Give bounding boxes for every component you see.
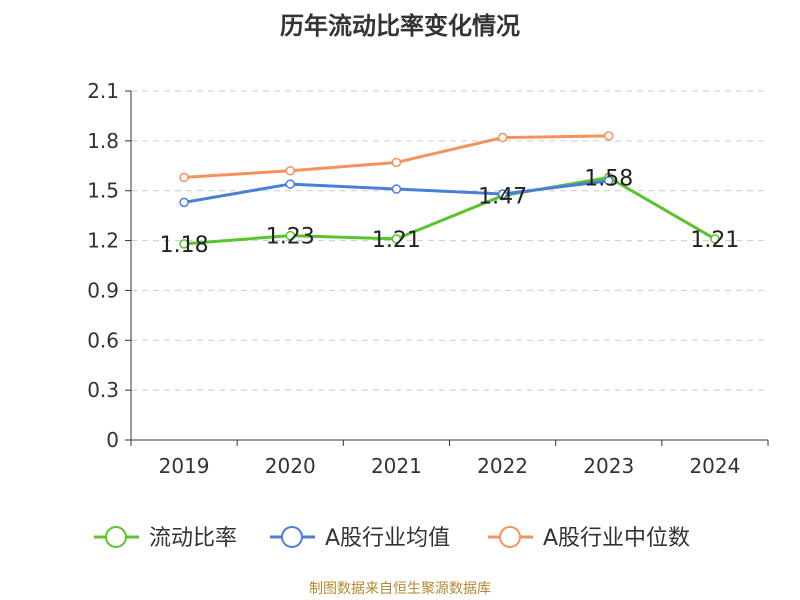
x-tick-label: 2024 [689,454,740,478]
y-tick-label: 0.6 [87,328,119,352]
data-point [285,230,295,241]
data-point [285,166,295,176]
series-line-0 [183,175,716,246]
legend-marker [105,526,127,548]
data-point [179,239,189,249]
data-point [497,189,508,199]
source-note: 制图数据来自恒生聚源数据库 [309,581,491,597]
x-tick-label: 2021 [371,454,422,478]
data-labels: 1.18 1.23 1.21 1.47 1.58 1.21 [160,166,740,257]
data-label: 1.47 [478,185,527,210]
legend-label: A股行业均值 [325,526,450,551]
data-point [604,131,614,141]
data-point [285,179,295,189]
y-tick-label: 1.8 [87,129,119,153]
y-tick-labels: 0 0.3 0.6 0.9 1.2 1.5 1.8 2.1 [87,79,119,452]
data-point [391,234,402,244]
legend-marker [281,526,303,548]
data-label: 1.18 [160,233,209,258]
x-tick-label: 2019 [159,454,210,478]
legend-label: A股行业中位数 [543,526,690,551]
data-point [391,184,402,194]
x-tick-label: 2023 [583,454,634,478]
chart-title: 历年流动比率变化情况 [280,12,520,40]
y-tick-label: 0 [106,428,119,452]
data-label: 1.58 [584,166,633,191]
series-points [179,131,720,249]
axes [125,90,769,446]
series-line-2 [183,134,609,179]
grid-lines [131,90,768,391]
legend-label: 流动比率 [149,526,237,551]
legend-marker [499,526,521,548]
x-tick-labels: 2019 2020 2021 2022 2023 2024 [159,454,741,478]
data-point [391,157,402,168]
data-point [179,172,189,183]
data-label: 1.21 [690,228,739,253]
y-tick-label: 1.2 [87,229,119,253]
data-point [604,175,614,186]
x-tick-label: 2022 [477,454,528,478]
data-label: 1.23 [266,225,315,250]
data-label: 1.21 [372,228,421,253]
y-tick-label: 1.5 [87,179,119,203]
data-point [497,132,508,143]
x-tick-label: 2020 [265,454,316,478]
series-lines [183,134,716,246]
y-tick-label: 2.1 [87,79,119,103]
data-point [710,234,720,244]
data-point [179,197,189,208]
y-tick-label: 0.3 [87,378,119,402]
legend: 流动比率 A股行业均值 A股行业中位数 [94,526,690,551]
y-tick-label: 0.9 [87,278,119,302]
